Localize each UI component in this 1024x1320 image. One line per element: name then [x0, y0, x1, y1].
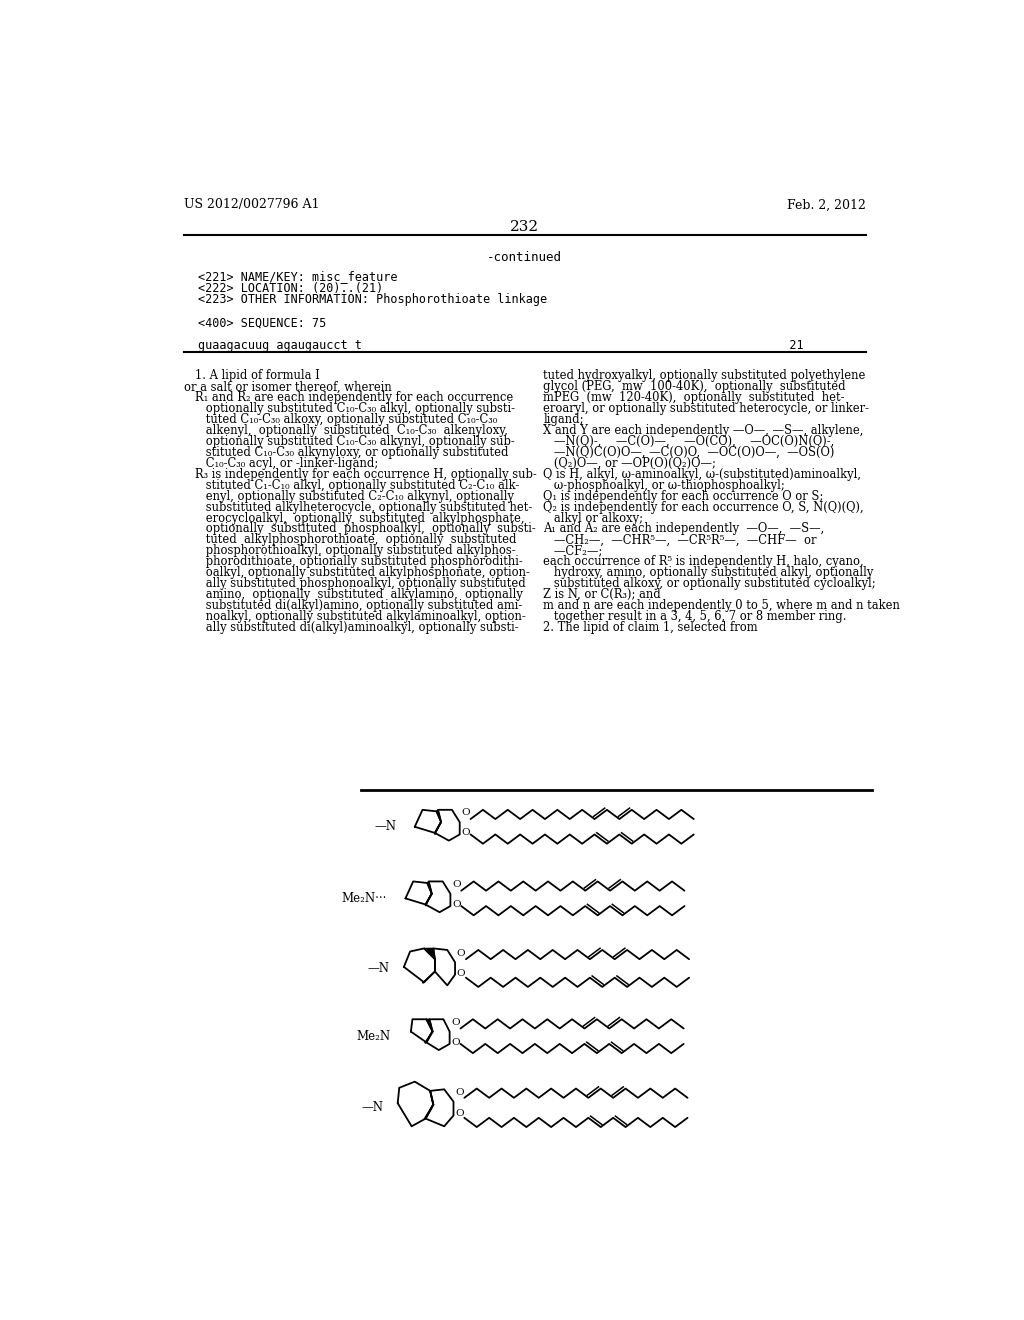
Text: amino,  optionally  substituted  alkylamino,  optionally: amino, optionally substituted alkylamino…	[183, 589, 522, 601]
Text: —N: —N	[361, 1101, 384, 1114]
Text: —CF₂—;: —CF₂—;	[544, 544, 603, 557]
Text: R₃ is independently for each occurrence H, optionally sub-: R₃ is independently for each occurrence …	[183, 467, 537, 480]
Text: enyl, optionally substituted C₂-C₁₀ alkynyl, optionally: enyl, optionally substituted C₂-C₁₀ alky…	[183, 490, 514, 503]
Text: O: O	[455, 1110, 464, 1118]
Polygon shape	[426, 1019, 432, 1032]
Text: erocycloalkyl,  optionally  substituted  alkylphosphate,: erocycloalkyl, optionally substituted al…	[183, 512, 524, 524]
Text: ally substituted phosphonoalkyl, optionally substituted: ally substituted phosphonoalkyl, optiona…	[183, 577, 525, 590]
Text: together result in a 3, 4, 5, 6, 7 or 8 member ring.: together result in a 3, 4, 5, 6, 7 or 8 …	[544, 610, 847, 623]
Text: US 2012/0027796 A1: US 2012/0027796 A1	[183, 198, 319, 211]
Text: optionally substituted C₁₀-C₃₀ alkynyl, optionally sub-: optionally substituted C₁₀-C₃₀ alkynyl, …	[183, 436, 514, 447]
Text: O: O	[461, 808, 470, 817]
Text: Q is H, alkyl, ω-aminoalkyl, ω-(substituted)aminoalkyl,: Q is H, alkyl, ω-aminoalkyl, ω-(substitu…	[544, 467, 861, 480]
Text: tuted  alkylphosphorothioate,  optionally  substituted: tuted alkylphosphorothioate, optionally …	[183, 533, 516, 546]
Text: guaagacuug agaugaucct t                                                         : guaagacuug agaugaucct t	[198, 339, 804, 352]
Text: substituted alkoxy, or optionally substituted cycloalkyl;: substituted alkoxy, or optionally substi…	[544, 577, 876, 590]
Text: -continued: -continued	[487, 251, 562, 264]
Text: O: O	[455, 1088, 464, 1097]
Polygon shape	[430, 1090, 433, 1105]
Text: <223> OTHER INFORMATION: Phosphorothioate linkage: <223> OTHER INFORMATION: Phosphorothioat…	[198, 293, 547, 306]
Text: O: O	[452, 880, 461, 888]
Text: ally substituted di(alkyl)aminoalkyl, optionally substi-: ally substituted di(alkyl)aminoalkyl, op…	[183, 620, 518, 634]
Polygon shape	[425, 1031, 432, 1043]
Text: O: O	[452, 900, 461, 909]
Polygon shape	[424, 949, 435, 960]
Text: —CH₂—,  —CHR⁵—,  —CR⁵R⁵—,  —CHF—  or: —CH₂—, —CHR⁵—, —CR⁵R⁵—, —CHF— or	[544, 533, 817, 546]
Text: eroaryl, or optionally substituted heterocycle, or linker-: eroaryl, or optionally substituted heter…	[544, 403, 869, 416]
Text: A₁ and A₂ are each independently  —O—,  —S—,: A₁ and A₂ are each independently —O—, —S…	[544, 523, 824, 536]
Text: O: O	[457, 949, 465, 957]
Text: ligand;: ligand;	[544, 413, 584, 426]
Text: m and n are each independently 0 to 5, where m and n taken: m and n are each independently 0 to 5, w…	[544, 599, 900, 612]
Text: optionally substituted C₁₀-C₃₀ alkyl, optionally substi-: optionally substituted C₁₀-C₃₀ alkyl, op…	[183, 403, 515, 416]
Polygon shape	[426, 892, 432, 906]
Text: O: O	[452, 1038, 460, 1047]
Text: or a salt or isomer thereof, wherein: or a salt or isomer thereof, wherein	[183, 380, 391, 393]
Text: stituted C₁₀-C₃₀ alkynyloxy, or optionally substituted: stituted C₁₀-C₃₀ alkynyloxy, or optional…	[183, 446, 508, 459]
Text: ω-phosphoalkyl, or ω-thiophosphoalkyl;: ω-phosphoalkyl, or ω-thiophosphoalkyl;	[544, 479, 785, 492]
Text: noalkyl, optionally substituted alkylaminoalkyl, option-: noalkyl, optionally substituted alkylami…	[183, 610, 525, 623]
Polygon shape	[424, 1104, 433, 1119]
Text: Me₂N: Me₂N	[356, 1030, 391, 1043]
Text: (Q₂)O—, or —OP(O)(Q₂)O—;: (Q₂)O—, or —OP(O)(Q₂)O—;	[544, 457, 716, 470]
Text: R₁ and R₂ are each independently for each occurrence: R₁ and R₂ are each independently for eac…	[183, 391, 513, 404]
Text: substituted alkylheterocycle, optionally substituted het-: substituted alkylheterocycle, optionally…	[183, 500, 532, 513]
Polygon shape	[436, 810, 441, 822]
Text: C₁₀-C₃₀ acyl, or -linker-ligand;: C₁₀-C₃₀ acyl, or -linker-ligand;	[183, 457, 378, 470]
Text: <400> SEQUENCE: 75: <400> SEQUENCE: 75	[198, 317, 326, 329]
Text: <221> NAME/KEY: misc_feature: <221> NAME/KEY: misc_feature	[198, 271, 397, 282]
Text: each occurrence of R⁵ is independently H, halo, cyano,: each occurrence of R⁵ is independently H…	[544, 556, 864, 568]
Text: —N(Q)-,    —C(O)—,    —O(CO),    —OC(O)N(Q)-,: —N(Q)-, —C(O)—, —O(CO), —OC(O)N(Q)-,	[544, 436, 835, 447]
Text: —N(Q)C(O)O—, —C(O)O,  —OC(O)O—,  —OS(O): —N(Q)C(O)O—, —C(O)O, —OC(O)O—, —OS(O)	[544, 446, 835, 459]
Text: —N: —N	[368, 962, 390, 975]
Text: Q₂ is independently for each occurrence O, S, N(Q)(Q),: Q₂ is independently for each occurrence …	[544, 500, 864, 513]
Text: glycol (PEG,  mw  100-40K),  optionally  substituted: glycol (PEG, mw 100-40K), optionally sub…	[544, 380, 846, 393]
Text: tuted hydroxyalkyl, optionally substituted polyethylene: tuted hydroxyalkyl, optionally substitut…	[544, 370, 865, 383]
Text: O: O	[457, 969, 465, 978]
Text: Q₁ is independently for each occurrence O or S;: Q₁ is independently for each occurrence …	[544, 490, 823, 503]
Text: alkenyl,  optionally  substituted  C₁₀-C₃₀  alkenyloxy,: alkenyl, optionally substituted C₁₀-C₃₀ …	[183, 424, 508, 437]
Text: phorodithioate, optionally substituted phosphorodithi-: phorodithioate, optionally substituted p…	[183, 556, 522, 568]
Text: 1. A lipid of formula I: 1. A lipid of formula I	[183, 370, 319, 383]
Text: O: O	[452, 1018, 460, 1027]
Text: alkyl or alkoxy;: alkyl or alkoxy;	[544, 512, 643, 524]
Text: 232: 232	[510, 220, 540, 234]
Text: —N: —N	[374, 820, 396, 833]
Polygon shape	[435, 821, 441, 834]
Polygon shape	[423, 972, 435, 983]
Text: hydroxy, amino, optionally substituted alkyl, optionally: hydroxy, amino, optionally substituted a…	[544, 566, 873, 579]
Polygon shape	[427, 882, 432, 894]
Text: oalkyl, optionally substituted alkylphosphonate, option-: oalkyl, optionally substituted alkylphos…	[183, 566, 529, 579]
Text: 2. The lipid of claim 1, selected from: 2. The lipid of claim 1, selected from	[544, 620, 758, 634]
Text: O: O	[461, 829, 470, 837]
Text: Feb. 2, 2012: Feb. 2, 2012	[786, 198, 866, 211]
Text: Me₂N···: Me₂N···	[341, 892, 387, 906]
Text: <222> LOCATION: (20)..(21): <222> LOCATION: (20)..(21)	[198, 281, 383, 294]
Text: X and Y are each independently —O—, —S—, alkylene,: X and Y are each independently —O—, —S—,…	[544, 424, 864, 437]
Text: phosphorothioalkyl, optionally substituted alkylphos-: phosphorothioalkyl, optionally substitut…	[183, 544, 515, 557]
Text: substituted di(alkyl)amino, optionally substituted ami-: substituted di(alkyl)amino, optionally s…	[183, 599, 522, 612]
Text: stituted C₁-C₁₀ alkyl, optionally substituted C₂-C₁₀ alk-: stituted C₁-C₁₀ alkyl, optionally substi…	[183, 479, 519, 492]
Text: mPEG  (mw  120-40K),  optionally  substituted  het-: mPEG (mw 120-40K), optionally substitute…	[544, 391, 845, 404]
Text: tuted C₁₀-C₃₀ alkoxy, optionally substituted C₁₀-C₃₀: tuted C₁₀-C₃₀ alkoxy, optionally substit…	[183, 413, 497, 426]
Text: Z is N, or C(R₃); and: Z is N, or C(R₃); and	[544, 589, 662, 601]
Text: optionally  substituted  phosphoalkyl,  optionally  substi-: optionally substituted phosphoalkyl, opt…	[183, 523, 536, 536]
